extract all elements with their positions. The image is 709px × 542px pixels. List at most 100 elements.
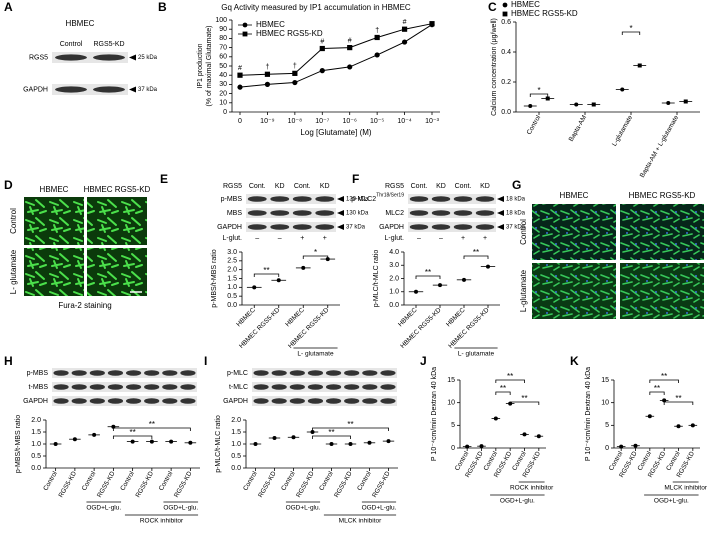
lane-label: Cont.: [455, 183, 472, 190]
marker: [329, 442, 334, 446]
marker: [479, 444, 484, 449]
blot-band: [380, 384, 396, 390]
blot-band: [344, 370, 360, 376]
size-label: 37 kDa: [138, 87, 158, 93]
y-tick-label: 20: [219, 90, 227, 97]
panel-letter: E: [160, 172, 168, 186]
column-label: HBMEC: [40, 185, 69, 194]
blot-band: [289, 398, 305, 404]
lane-label: KD: [320, 183, 330, 190]
treatment-label: L-glut.: [223, 235, 243, 242]
marker: [242, 31, 248, 37]
significance-label: *: [314, 248, 317, 257]
annotation: †: [375, 27, 379, 34]
blot-band: [431, 224, 451, 230]
blot-band: [53, 398, 69, 404]
significance-bracket: [312, 435, 351, 439]
panel-letter: H: [4, 354, 13, 368]
blot-band: [180, 384, 196, 390]
marker: [310, 430, 315, 434]
x-axis-label: Log [Glutamate] (M): [300, 128, 371, 137]
significance-bracket: [253, 273, 280, 277]
lane-label: Control: [60, 41, 83, 48]
marker: [367, 440, 372, 445]
y-tick-label: 0.6: [501, 19, 511, 26]
marker: [252, 285, 257, 290]
size-arrow: [129, 54, 136, 61]
caption: Fura-2 staining: [58, 301, 111, 310]
blot-band: [307, 384, 324, 390]
significance-bracket: [312, 427, 389, 431]
blot-band: [162, 398, 178, 404]
significance-label: **: [328, 428, 334, 437]
marker: [633, 443, 638, 448]
y-tick-label: 5: [605, 422, 609, 429]
y-axis-label: P 10⁻⁴cm/min Dextran 40 kDa: [431, 367, 438, 461]
significance-label: **: [500, 384, 506, 393]
y-axis-label: IP1 production: [197, 43, 204, 88]
marker: [374, 34, 380, 41]
marker: [522, 432, 527, 437]
marker: [620, 87, 625, 92]
group-label: MLCK inhibitor: [664, 485, 707, 492]
y-tick-label: 1.0: [231, 441, 241, 448]
size-arrow: [497, 224, 504, 230]
lane-label: KD: [275, 183, 285, 190]
blot-strip: [52, 368, 197, 378]
micrograph: [532, 204, 616, 260]
blot-band: [362, 398, 378, 404]
y-axis-label: p-MBS/t-MBS ratio: [15, 415, 22, 473]
marker: [676, 424, 681, 429]
marker: [647, 414, 652, 419]
marker: [292, 70, 298, 76]
significance-label: **: [654, 384, 660, 393]
blot-band: [475, 196, 495, 202]
size-label: 25 kDa: [138, 55, 158, 61]
significance-label: **: [661, 372, 667, 381]
row-label-sup: Thr18/Ser19: [376, 192, 404, 198]
annotation: #: [348, 37, 352, 44]
marker: [666, 101, 671, 105]
marker: [545, 96, 550, 101]
y-tick-label: 70: [219, 44, 227, 51]
significance-label: **: [263, 266, 269, 275]
lane-label: KD: [480, 183, 490, 190]
blot-band: [453, 196, 473, 202]
significance-bracket: [112, 435, 153, 439]
group-label: OGD+L-glu.: [286, 505, 321, 512]
series-line: [239, 23, 433, 76]
lane-label: Cont.: [411, 183, 428, 190]
y-tick-label: 40: [219, 72, 227, 79]
marker: [347, 64, 353, 70]
blot-strip: [252, 396, 397, 406]
blot-band: [292, 196, 312, 202]
size-arrow: [337, 210, 344, 216]
significance-bracket: [663, 401, 694, 405]
size-label: 18 kDa: [506, 211, 526, 217]
series-line: [239, 24, 433, 88]
blot-strip: [52, 84, 128, 95]
size-label: 37 kDa: [506, 225, 526, 231]
blot-band: [89, 398, 105, 404]
row-label: L- glutamate: [9, 249, 18, 294]
blot-strip: [408, 194, 496, 204]
blot-strip: [246, 208, 336, 218]
panel-letter: I: [204, 354, 207, 368]
blot-strip: [408, 222, 496, 232]
blot-band: [125, 370, 142, 376]
blot-band: [253, 398, 269, 404]
marker: [92, 432, 97, 437]
panel-letter: C: [488, 0, 497, 14]
blot-band: [409, 196, 429, 202]
marker: [386, 439, 391, 444]
blot-band: [125, 384, 142, 390]
y-axis-label: p-MLC/t-MLC ratio: [373, 250, 380, 308]
group-label: OGD+L-glu.: [362, 505, 397, 512]
x-tick-label: 10⁻⁹: [260, 118, 274, 125]
chart-title: Gq Activity measured by IP1 accumulation…: [221, 3, 411, 12]
legend-label: HBMEC RGS5-KD: [511, 9, 578, 18]
y-tick-label: 1.5: [227, 275, 237, 282]
y-axis-label: Calcium concentration (μg/well): [491, 18, 498, 116]
significance-label: **: [507, 372, 513, 381]
row-label: GAPDH: [223, 398, 248, 405]
